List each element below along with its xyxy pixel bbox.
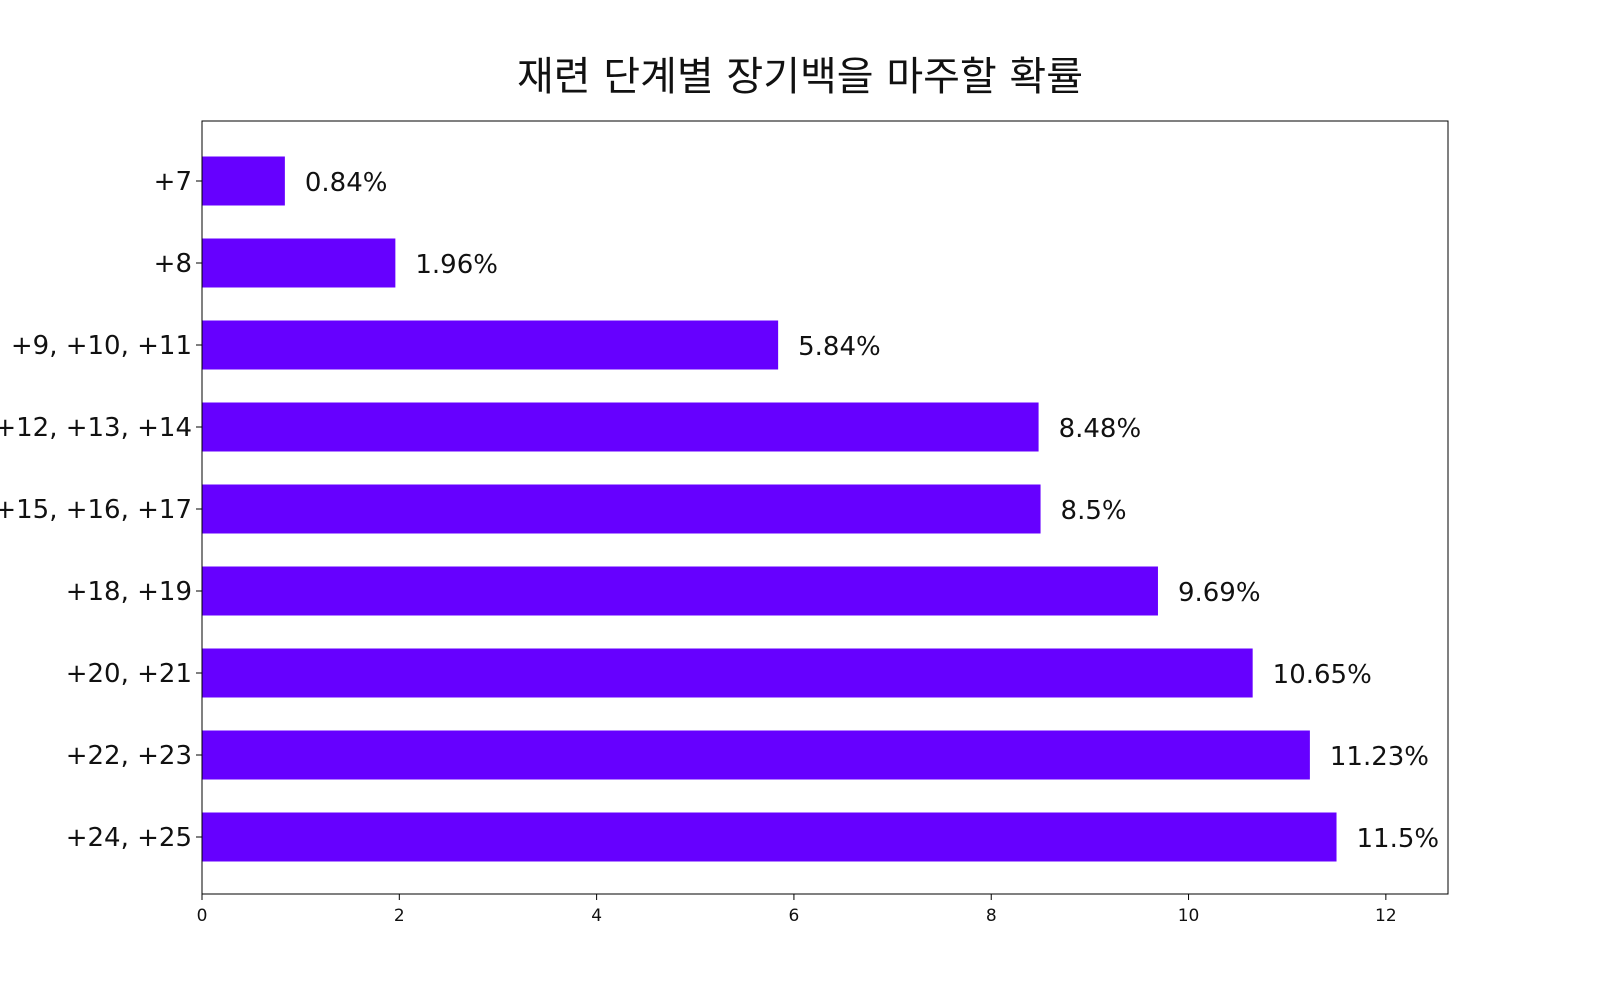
x-tick-label: 6: [789, 906, 800, 926]
y-tick-label: +15, +16, +17: [0, 495, 192, 525]
bar-value-label: 5.84%: [798, 332, 881, 362]
bar-value-label: 1.96%: [415, 250, 498, 280]
y-tick-label: +20, +21: [66, 659, 192, 689]
bar: [202, 402, 1039, 452]
bar: [202, 566, 1158, 616]
x-tick-label: 12: [1375, 906, 1397, 926]
bar-value-label: 10.65%: [1273, 660, 1372, 690]
x-tick-label: 0: [197, 906, 208, 926]
bar: [202, 730, 1310, 780]
chart-title: 재련 단계별 장기백을 마주할 확률: [516, 54, 1084, 100]
y-tick-label: +22, +23: [66, 741, 192, 771]
x-tick-label: 10: [1178, 906, 1200, 926]
y-tick-label: +8: [154, 249, 192, 279]
bar-value-label: 8.5%: [1061, 496, 1127, 526]
x-tick-label: 8: [986, 906, 997, 926]
y-tick-label: +9, +10, +11: [11, 331, 192, 361]
bar: [202, 484, 1041, 534]
plot-frame: [201, 120, 1449, 895]
y-tick-label: +18, +19: [66, 577, 192, 607]
bar: [202, 648, 1253, 698]
bar: [202, 238, 396, 288]
y-tick-label: +12, +13, +14: [0, 413, 192, 443]
bar-value-label: 8.48%: [1059, 414, 1142, 444]
bar-value-label: 0.84%: [305, 168, 388, 198]
bar: [202, 156, 285, 206]
y-tick-label: +24, +25: [66, 823, 192, 853]
y-tick-label: +7: [154, 167, 192, 197]
bar-value-label: 11.5%: [1357, 824, 1440, 854]
bar-value-label: 11.23%: [1330, 742, 1429, 772]
x-tick-label: 2: [394, 906, 405, 926]
x-tick-label: 4: [591, 906, 602, 926]
bar: [202, 812, 1337, 862]
bar: [202, 320, 779, 370]
bar-value-label: 9.69%: [1178, 578, 1261, 608]
